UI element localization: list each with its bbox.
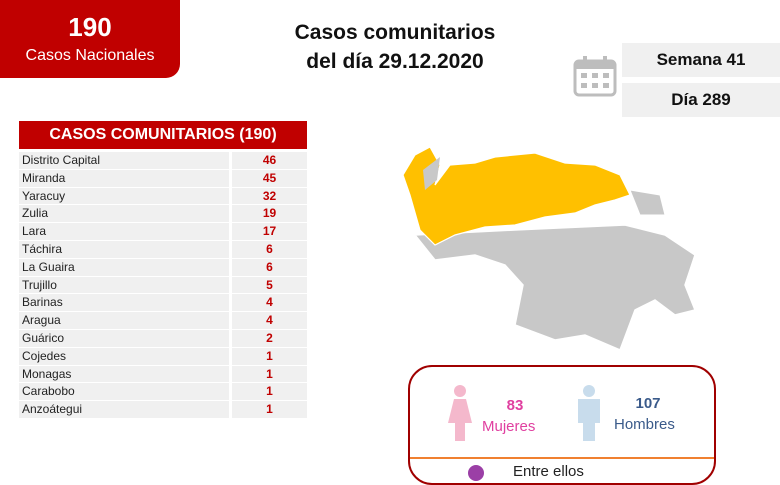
state-name: Monagas — [19, 365, 229, 384]
table-row: Zulia 19 — [19, 205, 307, 224]
state-name: Guárico — [19, 329, 229, 348]
week-box: Semana 41 — [622, 43, 780, 77]
table-row: Anzoátegui 1 — [19, 401, 307, 419]
case-count: 6 — [232, 258, 307, 277]
table-row: Barinas 4 — [19, 294, 307, 313]
men-label: Hombres — [614, 416, 675, 433]
bullet-icon — [468, 465, 484, 481]
gender-panel: 83 Mujeres 107 Hombres Entre ellos — [408, 365, 716, 485]
state-name: Trujillo — [19, 276, 229, 295]
map-region-gray-east — [629, 189, 666, 216]
table-row: La Guaira 6 — [19, 258, 307, 277]
case-count: 19 — [232, 205, 307, 224]
table-row: Lara 17 — [19, 223, 307, 241]
state-name: Carabobo — [19, 383, 229, 402]
table-row: Aragua 4 — [19, 312, 307, 330]
state-name: Zulia — [19, 205, 229, 224]
title-line1: Casos comunitarios — [294, 21, 496, 44]
state-name: Anzoátegui — [19, 401, 229, 419]
state-name: La Guaira — [19, 258, 229, 277]
table-header: CASOS COMUNITARIOS (190) — [19, 121, 307, 149]
divider — [410, 457, 714, 459]
table-row: Cojedes 1 — [19, 347, 307, 366]
case-count: 17 — [232, 223, 307, 241]
man-icon — [578, 385, 600, 441]
woman-icon — [448, 385, 472, 441]
case-count: 1 — [232, 401, 307, 419]
national-label: Casos Nacionales — [25, 47, 155, 64]
partial-text: Entre ellos — [513, 463, 584, 480]
page-title: Casos comunitarios del día 29.12.2020 — [260, 18, 530, 76]
state-name: Cojedes — [19, 347, 229, 366]
case-count: 2 — [232, 329, 307, 348]
state-name: Lara — [19, 223, 229, 241]
state-name: Miranda — [19, 169, 229, 188]
case-count: 1 — [232, 365, 307, 384]
calendar-icon — [573, 56, 617, 97]
women-count: 83 — [506, 397, 524, 414]
case-count: 45 — [232, 169, 307, 188]
case-count: 32 — [232, 187, 307, 206]
national-cases-badge: 190 Casos Nacionales — [0, 0, 180, 78]
case-count: 1 — [232, 383, 307, 402]
state-name: Aragua — [19, 312, 229, 330]
cases-table: CASOS COMUNITARIOS (190) Distrito Capita… — [19, 121, 307, 419]
case-count: 1 — [232, 347, 307, 366]
table-row: Guárico 2 — [19, 329, 307, 348]
venezuela-map — [402, 146, 697, 351]
case-count: 6 — [232, 240, 307, 259]
case-count: 4 — [232, 312, 307, 330]
title-line2: del día 29.12.2020 — [306, 50, 484, 73]
map-region-gray-west — [423, 157, 440, 190]
women-label: Mujeres — [482, 418, 536, 435]
table-row: Miranda 45 — [19, 169, 307, 188]
national-count: 190 — [68, 12, 112, 42]
table-row: Distrito Capital 46 — [19, 152, 307, 170]
case-count: 46 — [232, 152, 307, 170]
table-row: Trujillo 5 — [19, 276, 307, 295]
table-row: Yaracuy 32 — [19, 187, 307, 206]
state-name: Táchira — [19, 240, 229, 259]
map-region-highlight — [402, 146, 631, 246]
state-name: Distrito Capital — [19, 152, 229, 170]
table-row: Táchira 6 — [19, 240, 307, 259]
case-count: 5 — [232, 276, 307, 295]
table-row: Carabobo 1 — [19, 383, 307, 402]
map-region-gray — [413, 224, 697, 351]
state-name: Yaracuy — [19, 187, 229, 206]
table-row: Monagas 1 — [19, 365, 307, 384]
day-box: Día 289 — [622, 83, 780, 117]
men-count: 107 — [635, 395, 661, 412]
state-name: Barinas — [19, 294, 229, 313]
case-count: 4 — [232, 294, 307, 313]
